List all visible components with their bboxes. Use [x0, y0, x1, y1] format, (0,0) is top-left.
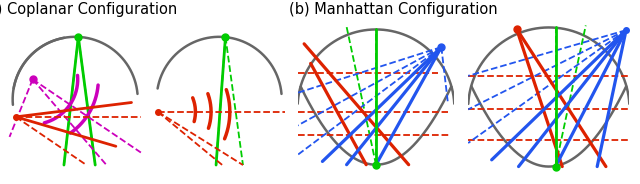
- Text: (a) Coplanar Configuration: (a) Coplanar Configuration: [0, 2, 178, 17]
- Text: (b) Manhattan Configuration: (b) Manhattan Configuration: [289, 2, 498, 17]
